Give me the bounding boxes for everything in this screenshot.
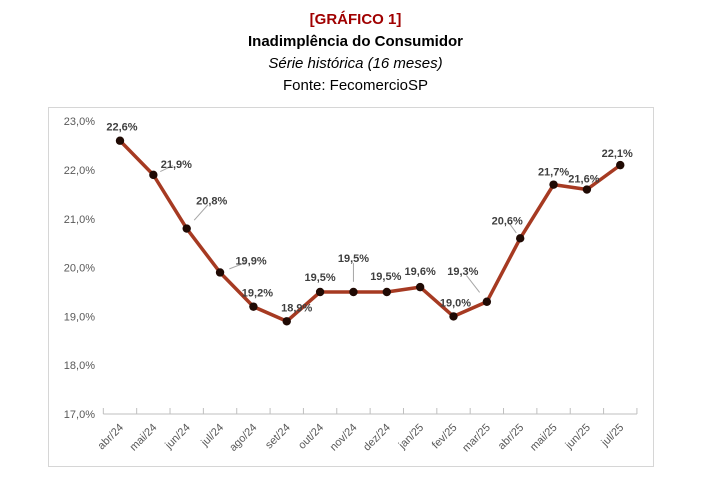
data-point-label: 19,2%: [242, 288, 273, 300]
data-point-marker: [115, 136, 125, 145]
x-axis-tick-label: jun/25: [563, 422, 593, 452]
data-point-marker: [415, 282, 425, 292]
data-point-marker: [282, 317, 291, 326]
chart-title: Inadimplência do Consumidor: [247, 33, 464, 50]
data-point-label: 22,1%: [602, 148, 633, 160]
chart-tag-label: [GRÁFICO 1]: [309, 11, 402, 28]
data-point-label: 22,6%: [106, 122, 137, 134]
data-point-marker: [215, 268, 225, 277]
line-chart: 23,0%22,0%21,0%20,0%19,0%18,0%17,0%abr/2…: [64, 116, 638, 455]
data-label-leader-line: [193, 204, 209, 221]
x-axis-tick-label: set/24: [263, 422, 293, 452]
y-axis-tick-label: 21,0%: [64, 214, 95, 226]
x-axis-tick-label: jul/24: [198, 422, 226, 450]
chart-header: [GRÁFICO 1] Inadimplência do Consumidor …: [0, 9, 711, 97]
chart-subtitle: Série histórica (16 meses): [268, 55, 443, 72]
data-point-label: 19,5%: [370, 271, 401, 283]
y-axis-tick-label: 20,0%: [64, 263, 95, 275]
x-axis-tick-label: out/24: [296, 422, 326, 452]
data-point-marker: [582, 185, 592, 194]
x-axis-tick-label: dez/24: [361, 422, 393, 454]
data-label-leader-line: [229, 261, 247, 270]
data-point-marker: [315, 287, 325, 297]
data-point-marker: [482, 297, 492, 306]
y-axis-tick-label: 18,0%: [64, 360, 95, 372]
chart-area: 23,0% 22,0% 21,0% 20,0% 19,0% 18,0% 17,0% abr/2…: [48, 107, 654, 467]
data-point-label: 21,6%: [568, 174, 599, 186]
data-point-marker: [149, 170, 158, 180]
y-axis-tick-label: 17,0%: [64, 409, 95, 421]
data-point-label: 19,5%: [304, 272, 335, 284]
data-point-label: 19,5%: [338, 253, 369, 265]
y-axis-tick-label: 22,0%: [64, 165, 95, 177]
y-axis-tick-label: 23,0%: [64, 116, 95, 128]
data-point-label: 20,6%: [492, 215, 523, 227]
data-point-marker: [449, 312, 458, 321]
x-axis-tick-label: mai/25: [528, 422, 560, 454]
data-point-label: 18,9%: [281, 302, 312, 314]
data-point-label: 19,9%: [235, 255, 266, 267]
data-point-marker: [516, 234, 525, 243]
y-axis-tick-label: 19,0%: [64, 311, 95, 323]
x-axis-tick-label: jul/25: [599, 422, 627, 450]
x-axis-tick-label: mar/25: [460, 422, 493, 455]
data-point-label: 21,7%: [538, 167, 569, 179]
data-point-marker: [549, 180, 558, 189]
data-point-marker: [182, 224, 191, 233]
x-axis-tick-label: jan/25: [396, 422, 426, 452]
x-axis-tick-label: nov/24: [328, 422, 360, 454]
x-axis-tick-label: fev/25: [430, 422, 460, 452]
chart-source: Fonte: FecomercioSP: [282, 77, 429, 94]
x-axis-tick-label: abr/24: [96, 422, 127, 453]
data-label-leader-line: [508, 222, 517, 234]
series-line: [118, 138, 622, 324]
data-label-leader-line: [160, 165, 174, 173]
x-axis-tick-label: ago/24: [227, 422, 259, 454]
data-point-marker: [349, 287, 358, 297]
x-axis-tick-label: mai/24: [128, 422, 160, 454]
data-point-label: 19,0%: [440, 297, 471, 309]
data-point-label: 19,6%: [405, 266, 436, 278]
x-axis-tick-label: jun/24: [162, 422, 192, 452]
data-point-label: 20,8%: [196, 196, 227, 208]
x-axis-tick-label: abr/25: [496, 422, 527, 453]
data-point-label: 21,9%: [161, 159, 192, 171]
data-point-label: 19,3%: [447, 266, 478, 278]
data-point-marker: [249, 302, 258, 311]
data-point-marker: [616, 160, 625, 170]
data-label-leader-line: [466, 275, 481, 293]
data-point-marker: [382, 287, 391, 297]
